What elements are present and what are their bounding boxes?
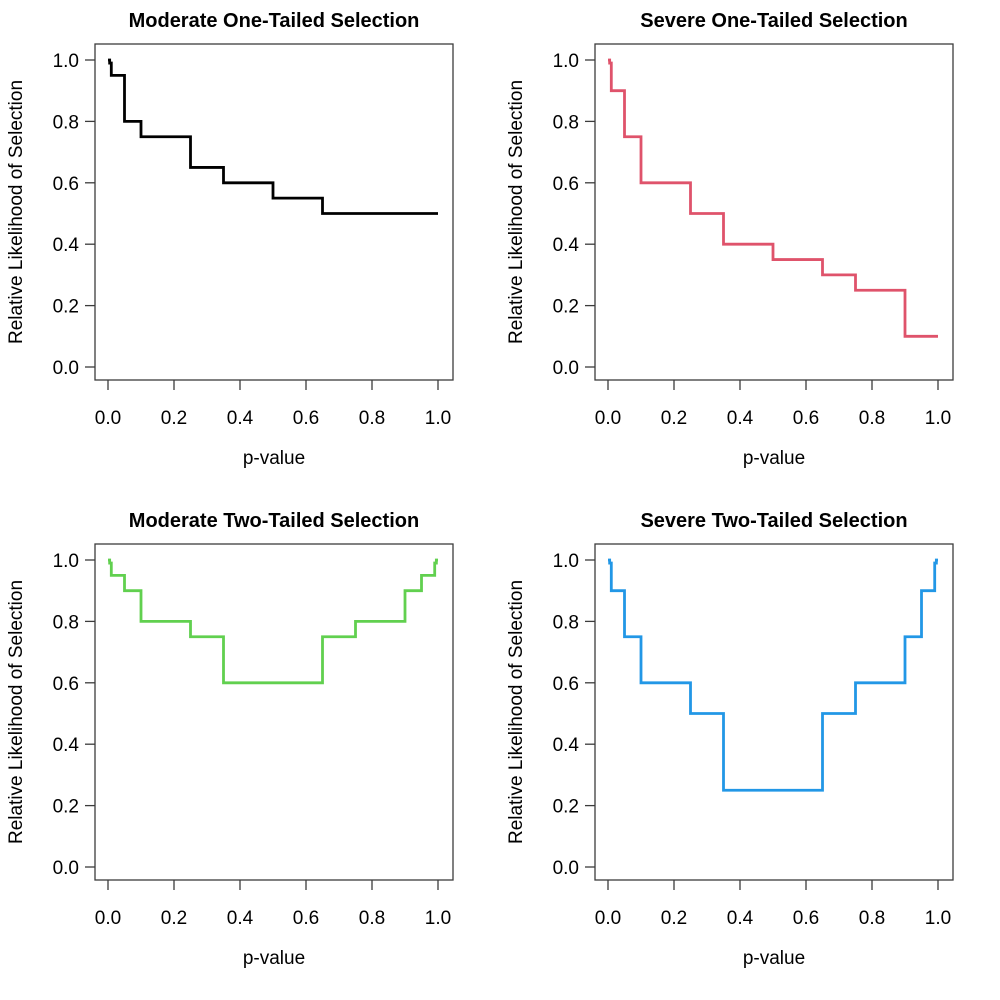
- chart-title: Moderate Two-Tailed Selection: [129, 510, 419, 532]
- x-axis-label: p-value: [243, 948, 305, 969]
- x-tick-label: 0.8: [359, 408, 385, 429]
- y-tick-label: 0.0: [53, 358, 79, 379]
- y-axis-label: Relative Likelihood of Selection: [6, 580, 27, 844]
- step-curve: [108, 58, 438, 215]
- x-tick-label: 0.4: [227, 908, 254, 929]
- y-tick-label: 0.2: [53, 797, 79, 818]
- x-axis-label: p-value: [243, 448, 305, 469]
- y-tick-label: 0.2: [553, 797, 579, 818]
- x-tick-label: 0.4: [727, 408, 754, 429]
- plot-border: [94, 543, 454, 881]
- chart-severe-one-tailed: 0.0 0.2 0.4 0.6 0.8 1.0 0.0 0.2 0.4 0.6 0.8 1.0 Sev…: [506, 10, 954, 469]
- chart-moderate-one-tailed: 0.0 0.2 0.4 0.6 0.8 1.0 0.0 0.2 0.4 0.6 0.8 1.0 Mod…: [6, 10, 454, 469]
- x-tick-label: 0.2: [661, 908, 687, 929]
- y-tick-label: 0.4: [53, 735, 80, 756]
- x-tick-label: 0.0: [595, 908, 621, 929]
- y-tick-label: 0.6: [553, 674, 579, 695]
- y-tick-label: 1.0: [53, 51, 79, 72]
- plot-border: [594, 43, 954, 381]
- chart-moderate-two-tailed: 0.0 0.2 0.4 0.6 0.8 1.0 0.0 0.2 0.4 0.6 0.8 1.0 Mod…: [6, 510, 454, 969]
- y-tick-label: 1.0: [553, 551, 579, 572]
- x-tick-label: 0.6: [793, 908, 819, 929]
- x-tick-label: 0.2: [661, 408, 687, 429]
- y-tick-label: 1.0: [553, 51, 579, 72]
- y-tick-label: 0.2: [553, 297, 579, 318]
- plot-border: [594, 543, 954, 881]
- y-axis-label: Relative Likelihood of Selection: [506, 80, 527, 344]
- axes: 0.0 0.2 0.4 0.6 0.8 1.0 0.0 0.2 0.4 0.6 0.8 1.0: [53, 43, 454, 429]
- chart-title: Severe One-Tailed Selection: [640, 10, 908, 32]
- y-tick-label: 0.6: [553, 174, 579, 195]
- step-curve: [608, 58, 938, 338]
- x-tick-label: 0.6: [793, 408, 819, 429]
- x-tick-label: 0.0: [95, 908, 121, 929]
- x-tick-label: 0.6: [293, 908, 319, 929]
- y-axis-label: Relative Likelihood of Selection: [6, 80, 27, 344]
- y-tick-label: 0.2: [53, 297, 79, 318]
- x-tick-label: 0.2: [161, 908, 187, 929]
- y-tick-label: 0.8: [53, 612, 79, 633]
- y-tick-label: 0.8: [553, 112, 579, 133]
- step-curve: [108, 558, 438, 685]
- y-axis-label: Relative Likelihood of Selection: [506, 580, 527, 844]
- chart-title: Moderate One-Tailed Selection: [129, 10, 420, 32]
- chart-title: Severe Two-Tailed Selection: [640, 510, 907, 532]
- x-tick-label: 1.0: [925, 908, 951, 929]
- y-tick-label: 0.6: [53, 174, 79, 195]
- x-tick-label: 0.2: [161, 408, 187, 429]
- axes: 0.0 0.2 0.4 0.6 0.8 1.0 0.0 0.2 0.4 0.6 0.8 1.0: [53, 543, 454, 929]
- x-tick-label: 1.0: [925, 408, 951, 429]
- x-tick-label: 1.0: [425, 908, 451, 929]
- y-tick-label: 0.0: [53, 858, 79, 879]
- axes: 0.0 0.2 0.4 0.6 0.8 1.0 0.0 0.2 0.4 0.6 0.8 1.0: [553, 543, 954, 929]
- y-tick-label: 0.8: [53, 112, 79, 133]
- x-tick-label: 0.8: [859, 408, 885, 429]
- x-tick-label: 0.0: [595, 408, 621, 429]
- panel-severe-two-tailed: 0.0 0.2 0.4 0.6 0.8 1.0 0.0 0.2 0.4 0.6 0.8 1.0 Sev…: [500, 500, 1000, 1000]
- x-axis-label: p-value: [743, 948, 805, 969]
- y-tick-label: 0.4: [53, 235, 80, 256]
- axes: 0.0 0.2 0.4 0.6 0.8 1.0 0.0 0.2 0.4 0.6 0.8 1.0: [553, 43, 954, 429]
- panel-severe-one-tailed: 0.0 0.2 0.4 0.6 0.8 1.0 0.0 0.2 0.4 0.6 0.8 1.0 Sev…: [500, 0, 1000, 500]
- x-tick-label: 0.8: [859, 908, 885, 929]
- x-tick-label: 0.8: [359, 908, 385, 929]
- step-curve: [608, 558, 938, 792]
- y-tick-label: 0.4: [553, 735, 580, 756]
- x-tick-label: 0.0: [95, 408, 121, 429]
- y-tick-label: 0.4: [553, 235, 580, 256]
- y-tick-label: 0.0: [553, 858, 579, 879]
- x-tick-label: 1.0: [425, 408, 451, 429]
- y-tick-label: 0.0: [553, 358, 579, 379]
- y-tick-label: 0.8: [553, 612, 579, 633]
- y-tick-label: 1.0: [53, 551, 79, 572]
- chart-severe-two-tailed: 0.0 0.2 0.4 0.6 0.8 1.0 0.0 0.2 0.4 0.6 0.8 1.0 Sev…: [506, 510, 954, 969]
- x-tick-label: 0.6: [293, 408, 319, 429]
- x-tick-label: 0.4: [727, 908, 754, 929]
- x-tick-label: 0.4: [227, 408, 254, 429]
- plot-border: [94, 43, 454, 381]
- y-tick-label: 0.6: [53, 674, 79, 695]
- x-axis-label: p-value: [743, 448, 805, 469]
- panel-moderate-two-tailed: 0.0 0.2 0.4 0.6 0.8 1.0 0.0 0.2 0.4 0.6 0.8 1.0 Mod…: [0, 500, 500, 1000]
- panel-moderate-one-tailed: 0.0 0.2 0.4 0.6 0.8 1.0 0.0 0.2 0.4 0.6 0.8 1.0 Mod…: [0, 0, 500, 500]
